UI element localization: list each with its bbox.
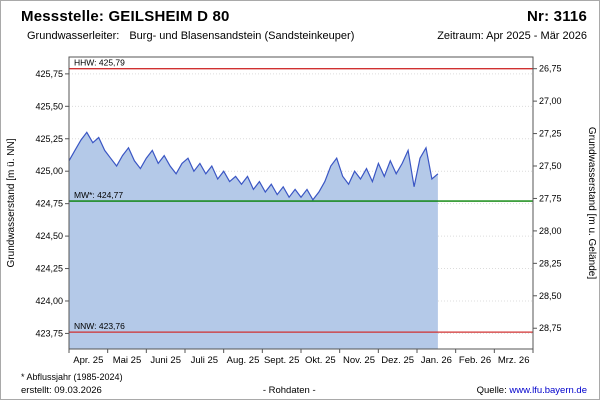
groundwater-chart: HHW: 425,79 MW*: 424,77 NNW: 423,76 423,75 4… <box>6 56 597 366</box>
y-right-tick-label: 28,00 <box>539 226 562 236</box>
y-left-tick-label: 425,50 <box>35 101 63 111</box>
x-tick-label: Okt. 25 <box>305 355 336 366</box>
y-right-tick-label: 27,25 <box>539 129 562 139</box>
footnote-abflussjahr: * Abflussjahr (1985-2024) <box>21 372 123 382</box>
aquifer-info: Grundwasserleiter: Burg- und Blasensandst… <box>27 30 354 42</box>
y-left-tick-label: 424,75 <box>35 199 63 209</box>
source: Quelle: www.lfu.bayern.de <box>477 385 587 396</box>
aquifer-label: Grundwasserleiter: <box>27 30 120 42</box>
y-left-tick-label: 424,25 <box>35 264 63 274</box>
y-left-tick-label: 424,50 <box>35 231 63 241</box>
series-area <box>69 132 438 349</box>
source-link[interactable]: www.lfu.bayern.de <box>509 385 587 396</box>
x-tick-label: Juli 25 <box>191 355 218 366</box>
period-label: Zeitraum: Apr 2025 - Mär 2026 <box>437 30 587 42</box>
x-tick-label: Apr. 25 <box>73 355 103 366</box>
y-right-tick-label: 27,50 <box>539 161 562 171</box>
footer-row: erstellt: 09.03.2026 - Rohdaten - Quelle… <box>21 385 587 396</box>
x-tick-label: Juni 25 <box>150 355 181 366</box>
y-left-tick-label: 425,25 <box>35 134 63 144</box>
y-left-tick-label: 425,00 <box>35 166 63 176</box>
y-right-tick-label: 26,75 <box>539 64 562 74</box>
x-tick-label: Mai 25 <box>113 355 142 366</box>
refline-label-mw: MW*: 424,77 <box>74 190 123 200</box>
y-axis-title-left: Grundwasserstand [m ü. NN] <box>6 138 17 267</box>
x-tick-label: Feb. 26 <box>459 355 491 366</box>
y-axis-title-right: Grundwasserstand [m u. Gelände] <box>586 127 597 280</box>
y-right-tick-label: 27,00 <box>539 96 562 106</box>
page-title: Messstelle: GEILSHEIM D 80 <box>21 8 230 25</box>
series-line <box>68 131 439 201</box>
y-left-tick-label: 423,75 <box>35 328 63 338</box>
y-right-tick-label: 27,75 <box>539 193 562 203</box>
source-label: Quelle: <box>476 385 510 396</box>
aquifer-value: Burg- und Blasensandstein (Sandsteinkeup… <box>129 30 355 42</box>
x-tick-label: Nov. 25 <box>343 355 375 366</box>
station-number: Nr: 3116 <box>527 8 587 25</box>
y-left-tick-label: 424,00 <box>35 296 63 306</box>
x-tick-label: Mrz. 26 <box>498 355 530 366</box>
x-tick-label: Jan. 26 <box>421 355 452 366</box>
subheader-row: Grundwasserleiter: Burg- und Blasensandst… <box>27 30 587 42</box>
y-right-tick-label: 28,50 <box>539 291 562 301</box>
y-right-tick-label: 28,25 <box>539 258 562 268</box>
x-tick-label: Dez. 25 <box>381 355 414 366</box>
rohdaten-label: - Rohdaten - <box>262 385 316 396</box>
header-row: Messstelle: GEILSHEIM D 80 Nr: 3116 <box>21 8 587 25</box>
y-left-tick-label: 425,75 <box>35 69 63 79</box>
refline-label-hhw: HHW: 425,79 <box>74 58 125 68</box>
refline-label-nnw: NNW: 423,76 <box>74 321 125 331</box>
y-right-tick-label: 28,75 <box>539 323 562 333</box>
created-label: erstellt: 09.03.2026 <box>21 385 102 396</box>
x-tick-label: Aug. 25 <box>227 355 260 366</box>
x-tick-label: Sept. 25 <box>264 355 299 366</box>
